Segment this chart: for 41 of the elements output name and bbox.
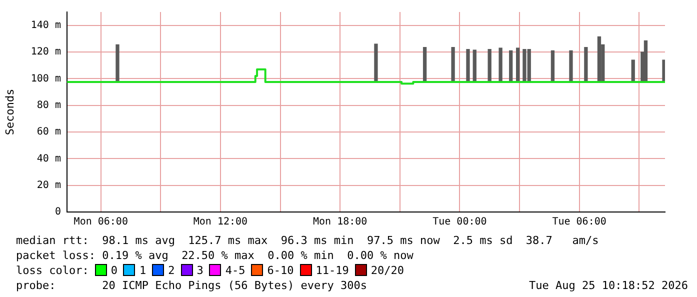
text: 1 [139, 264, 146, 277]
text: 3 [196, 264, 204, 277]
bar [116, 44, 120, 83]
bar [451, 47, 455, 83]
x-tick-label: Mon 06:00 [74, 216, 128, 228]
y-tick-label: 20 m [36, 180, 61, 191]
text: 0 [110, 264, 118, 277]
bar [488, 49, 492, 83]
y-axis-title: Seconds [3, 88, 16, 136]
bar [644, 40, 648, 83]
bar [374, 44, 378, 83]
text: 20/20 [370, 264, 404, 277]
text: probe: 20 ICMP Echo Pings (56 Bytes) every 300s [16, 279, 367, 292]
x-tick-label: Tue 00:00 [432, 216, 487, 228]
bar [584, 47, 588, 83]
y-tick-label: 120 m [30, 46, 61, 58]
bar [498, 48, 502, 83]
bar [466, 49, 470, 83]
text: 11-19 [316, 264, 349, 277]
bar [597, 36, 602, 83]
y-tick-label: 40 m [36, 153, 61, 164]
text: packet loss: 0.19 % avg 22.50 % max 0.00 % min 0.00 % now [16, 248, 414, 263]
bar [516, 48, 520, 83]
text: loss color: [16, 264, 89, 277]
bar [472, 50, 476, 83]
y-tick-label: 80 m [36, 100, 61, 111]
x-tick-label: Mon 12:00 [193, 216, 248, 228]
x-tick-label: Mon 18:00 [312, 216, 368, 228]
text: 6-10 [267, 264, 294, 277]
x-tick-label: Tue 06:00 [552, 216, 606, 228]
text: 2 [168, 264, 175, 277]
y-tick-label: 60 m [36, 126, 61, 138]
text: 4-5 [225, 264, 246, 277]
bar [569, 50, 573, 83]
y-tick-label: 100 m [30, 73, 61, 84]
y-tick-label: 0 [54, 206, 61, 218]
bar [422, 47, 427, 83]
text: median rtt: 98.1 ms avg 125.7 ms max 96.3 ms min 97.5 ms now 2.5 ms sd 38.7 am/s [16, 233, 600, 248]
bar [662, 60, 665, 83]
y-tick-label: 140 m [30, 20, 61, 31]
text: Tue Aug 25 10:18:52 2026 [529, 278, 688, 293]
